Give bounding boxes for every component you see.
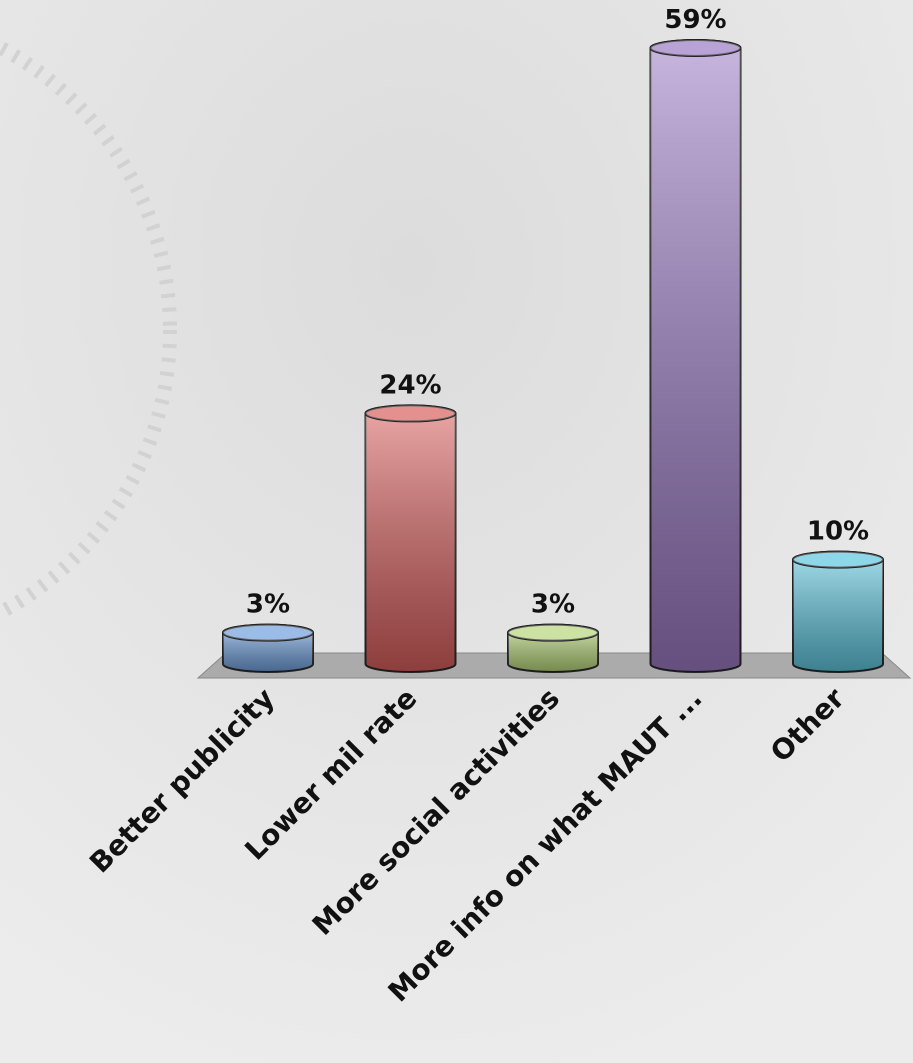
value-label: 24% xyxy=(379,370,441,400)
bar-top xyxy=(364,404,457,423)
bar-top-highlight xyxy=(223,624,313,641)
value-label: 3% xyxy=(531,590,575,620)
bar-shade xyxy=(365,405,456,672)
bar-top xyxy=(507,623,599,642)
bar-top-highlight xyxy=(650,40,741,56)
cylinder xyxy=(222,623,314,673)
bar-top xyxy=(792,550,884,569)
cylinder xyxy=(364,404,457,673)
cylinder xyxy=(792,550,884,673)
bar-shade xyxy=(650,40,741,672)
bar-shade xyxy=(793,551,883,672)
bar-top-highlight xyxy=(365,405,456,422)
cylinder xyxy=(507,623,599,673)
bar-top-highlight xyxy=(793,551,883,568)
bar-top xyxy=(649,39,742,57)
bar-top xyxy=(222,623,314,642)
cylinder xyxy=(649,39,742,673)
value-label: 3% xyxy=(246,590,290,620)
value-label: 59% xyxy=(664,5,726,35)
value-label: 10% xyxy=(807,517,869,547)
seal-decoration xyxy=(0,39,177,621)
bar-top-highlight xyxy=(508,624,598,641)
